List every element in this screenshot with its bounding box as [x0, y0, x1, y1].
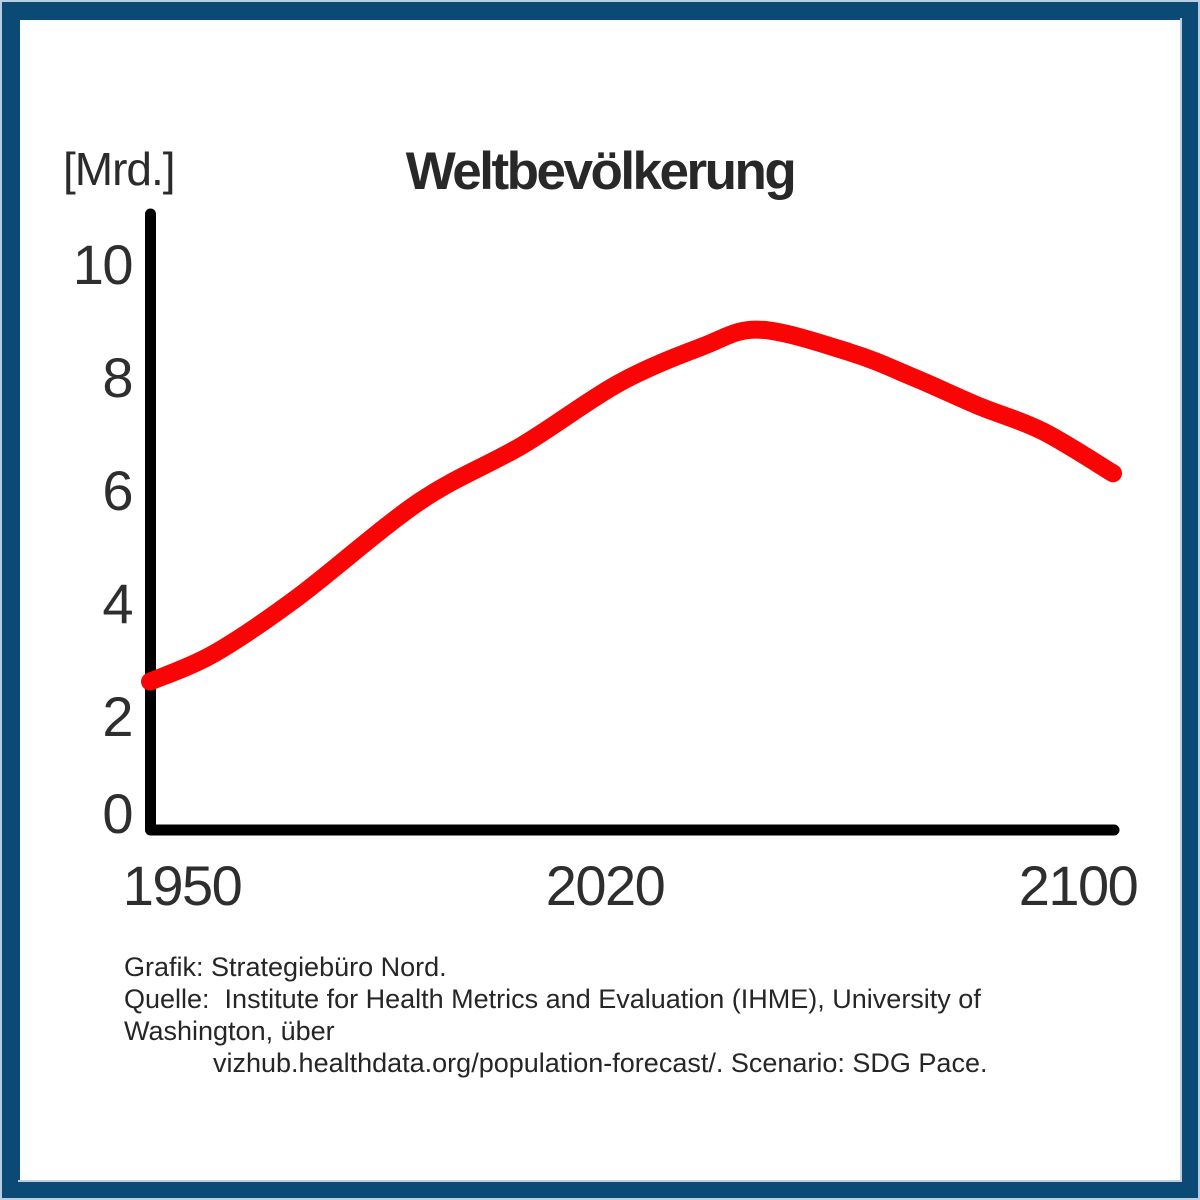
- x-tick-label: 2100: [1018, 854, 1139, 917]
- y-axis-unit-label: [Mrd.]: [63, 143, 176, 195]
- x-axis: 1950 2020 2100: [0, 856, 1200, 926]
- chart-axes: [145, 208, 1120, 836]
- y-axis: 10 8 6 4 2 0: [0, 0, 134, 900]
- source-credits: Grafik: Strategiebüro Nord. Quelle: Inst…: [124, 951, 1124, 1079]
- footer-grafik-line: Grafik: Strategiebüro Nord.: [124, 952, 447, 982]
- y-tick-label: 2: [102, 685, 133, 748]
- chart-title: Weltbevölkerung: [405, 142, 797, 201]
- x-tick-label: 2020: [545, 854, 666, 917]
- population-line: [141, 320, 1122, 691]
- x-tick-label: 1950: [122, 854, 243, 917]
- y-tick-label: 10: [72, 233, 134, 296]
- y-tick-label: 4: [102, 572, 133, 635]
- y-tick-label: 0: [102, 782, 133, 845]
- footer-source-line: vizhub.healthdata.org/population-forecas…: [213, 1048, 988, 1078]
- footer-quelle-line: Quelle: Institute for Health Metrics and…: [124, 984, 989, 1046]
- y-tick-label: 8: [102, 346, 133, 409]
- y-tick-label: 6: [102, 459, 133, 522]
